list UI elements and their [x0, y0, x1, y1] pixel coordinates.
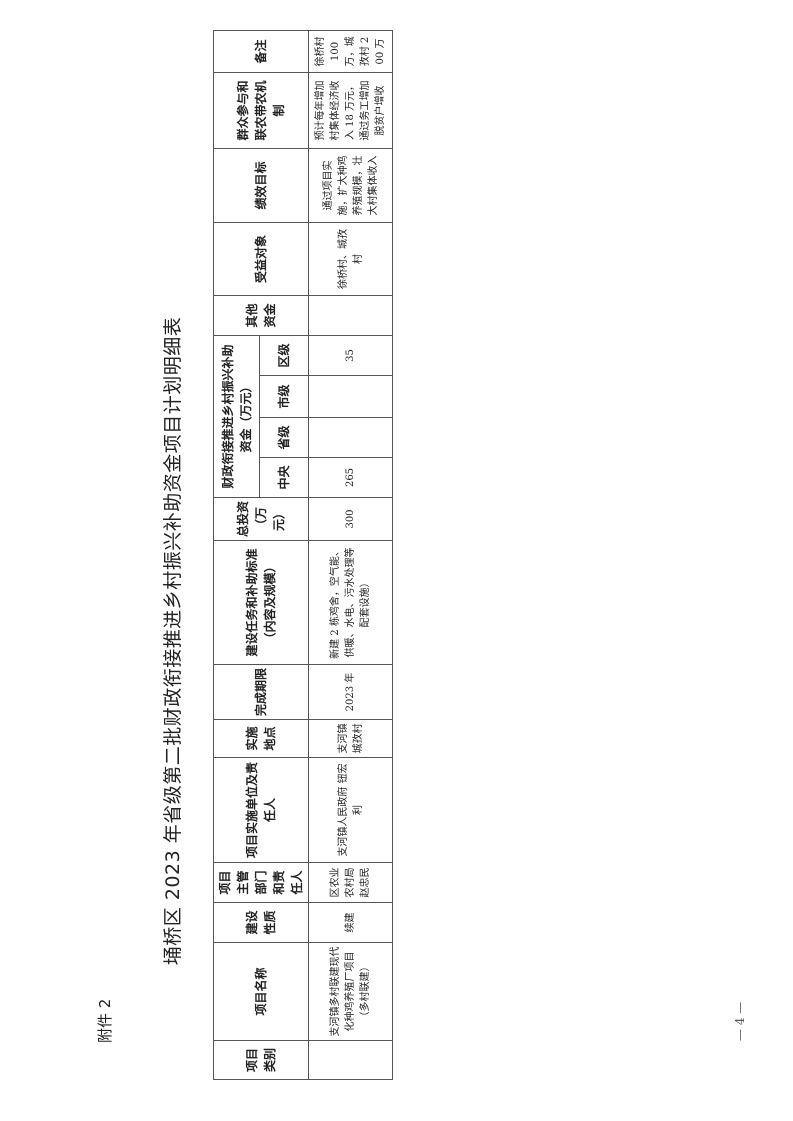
- cell-mechanism: 预计每年增加村集体经济收入 18 万元，通过务工增加脱贫户增收: [308, 72, 393, 149]
- header-nature: 建设性质: [213, 902, 309, 943]
- cell-deadline: 2023 年: [308, 664, 393, 720]
- header-central: 中央: [259, 457, 309, 498]
- cell-goal: 通过项目实施，扩大种鸡养殖规模，壮大村集体收入: [308, 148, 393, 223]
- header-task: 建设任务和补助标准（内容及规模）: [213, 540, 309, 665]
- cell-task: 新建 2 栋鸡舍，空气能、供暖、水电、污水处理等配套设施）: [308, 540, 393, 665]
- project-plan-table: 项目类别 项目名称 建设性质 项目主管部门和责任人 项目实施单位及责任人 实施地…: [213, 30, 393, 1080]
- header-other: 其他资金: [213, 295, 309, 336]
- cell-dept: 区农业农村局赵忠民: [308, 862, 393, 903]
- header-beneficiary: 受益对象: [213, 222, 309, 296]
- cell-province: [308, 417, 393, 458]
- header-unit: 项目实施单位及责任人: [213, 757, 309, 863]
- cell-category: [308, 1040, 393, 1080]
- cell-district: 35: [308, 335, 393, 376]
- header-category: 项目类别: [213, 1040, 309, 1080]
- header-goal: 绩效目标: [213, 148, 309, 223]
- cell-name: 支河镇多村联建现代化种鸡养殖厂项目（多村联建）: [308, 942, 393, 1041]
- table-row: 支河镇多村联建现代化种鸡养殖厂项目（多村联建） 续建 区农业农村局赵忠民 支河镇…: [308, 30, 393, 1080]
- header-name: 项目名称: [213, 942, 309, 1041]
- cell-central: 265: [308, 457, 393, 498]
- page-title: 埇桥区 2023 年省级第二批财政衔接推进乡村振兴补助资金项目计划明细表: [162, 316, 184, 966]
- cell-nature: 续建: [308, 902, 393, 943]
- header-total: 总投资（万元）: [213, 497, 309, 541]
- cell-remark: 徐桥村 100 万，城孜村 200 万: [308, 30, 393, 73]
- header-remark: 备注: [213, 30, 309, 73]
- header-funding: 财政衔接推进乡村振兴补助资金（万元）: [213, 335, 260, 498]
- header-dept: 项目主管部门和责任人: [213, 862, 309, 903]
- page-number: — 4 —: [733, 1001, 747, 1041]
- cell-city: [308, 375, 393, 418]
- cell-location: 支河镇城孜村: [308, 719, 393, 758]
- header-mechanism: 群众参与和联农带农机制: [213, 72, 309, 149]
- attachment-label: 附件 2: [96, 998, 114, 1043]
- header-deadline: 完成期限: [213, 664, 309, 720]
- header-city: 市级: [259, 375, 309, 418]
- cell-other: [308, 295, 393, 336]
- header-province: 省级: [259, 417, 309, 458]
- header-location: 实施地点: [213, 719, 309, 758]
- cell-beneficiary: 徐桥村、城孜村: [308, 222, 393, 296]
- cell-total: 300: [308, 497, 393, 541]
- header-district: 区级: [259, 335, 309, 376]
- cell-unit: 支河镇人民政府 钮宏利: [308, 757, 393, 863]
